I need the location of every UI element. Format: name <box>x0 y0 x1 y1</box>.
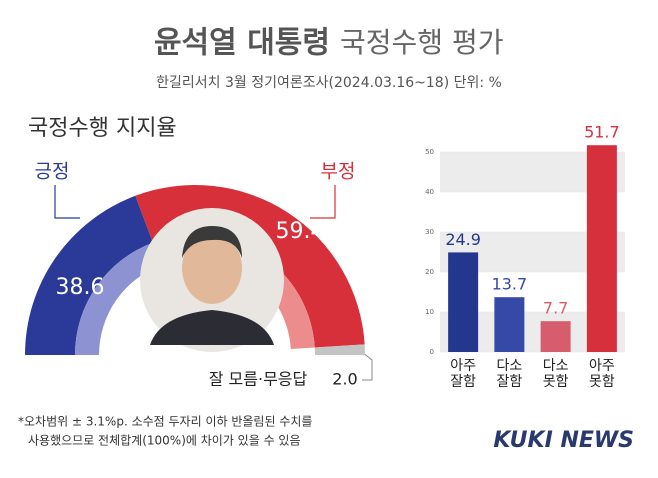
y-tick-label: 40 <box>425 188 434 196</box>
y-tick-label: 30 <box>425 228 434 236</box>
pie-segment <box>314 344 365 355</box>
y-tick-label: 10 <box>425 308 434 316</box>
value-label: 51.7 <box>584 123 620 142</box>
bar <box>494 297 525 352</box>
value-label: 7.7 <box>543 299 568 318</box>
leader-line <box>310 185 336 219</box>
bar <box>540 321 571 352</box>
pie-label: 긍정 <box>35 161 70 183</box>
subtitle: 한길리서치 3월 정기여론조사(2024.03.16~18) 단위: % <box>156 75 502 91</box>
logo: KUKI NEWS <box>493 428 634 453</box>
footnote: *오차범위 ± 3.1%p. 소수점 두자리 이하 반올림된 수치를 <box>18 415 312 429</box>
value-label: 24.9 <box>445 230 481 249</box>
photo-suit <box>150 310 274 345</box>
x-tick-label: 아주 잘함 <box>450 358 476 390</box>
y-tick-label: 50 <box>425 148 434 156</box>
pie-label: 잘 모름·무응답 <box>209 370 308 389</box>
x-tick-label: 아주 못함 <box>588 358 615 390</box>
leader-line <box>361 351 373 381</box>
bar <box>586 145 617 352</box>
pie-segment <box>25 195 153 355</box>
photo-hair <box>182 226 242 258</box>
pie-title: 국정수행 지지율 <box>28 116 177 141</box>
title-rest: 국정수행 평가 <box>340 26 503 59</box>
title-main: 윤석열 대통령 <box>154 26 330 61</box>
footnote: 사용했으므로 전체합계(100%)에 차이가 있을 수 있음 <box>28 434 301 448</box>
value-label: 13.7 <box>492 275 528 294</box>
leader-line <box>54 185 80 219</box>
photo-face <box>182 232 242 304</box>
bar <box>448 252 479 352</box>
x-tick-label: 다소 못함 <box>542 358 569 390</box>
y-tick-label: 20 <box>425 268 434 276</box>
pie-label: 부정 <box>321 161 356 183</box>
pie-inner-segment <box>75 242 162 355</box>
pie-value-label: 59.4 <box>276 219 325 244</box>
pie-value-label: 2.0 <box>332 370 357 389</box>
x-tick-label: 다소 잘함 <box>496 358 523 390</box>
y-tick-label: 0 <box>430 348 434 356</box>
pie-value-label: 38.6 <box>56 275 105 300</box>
